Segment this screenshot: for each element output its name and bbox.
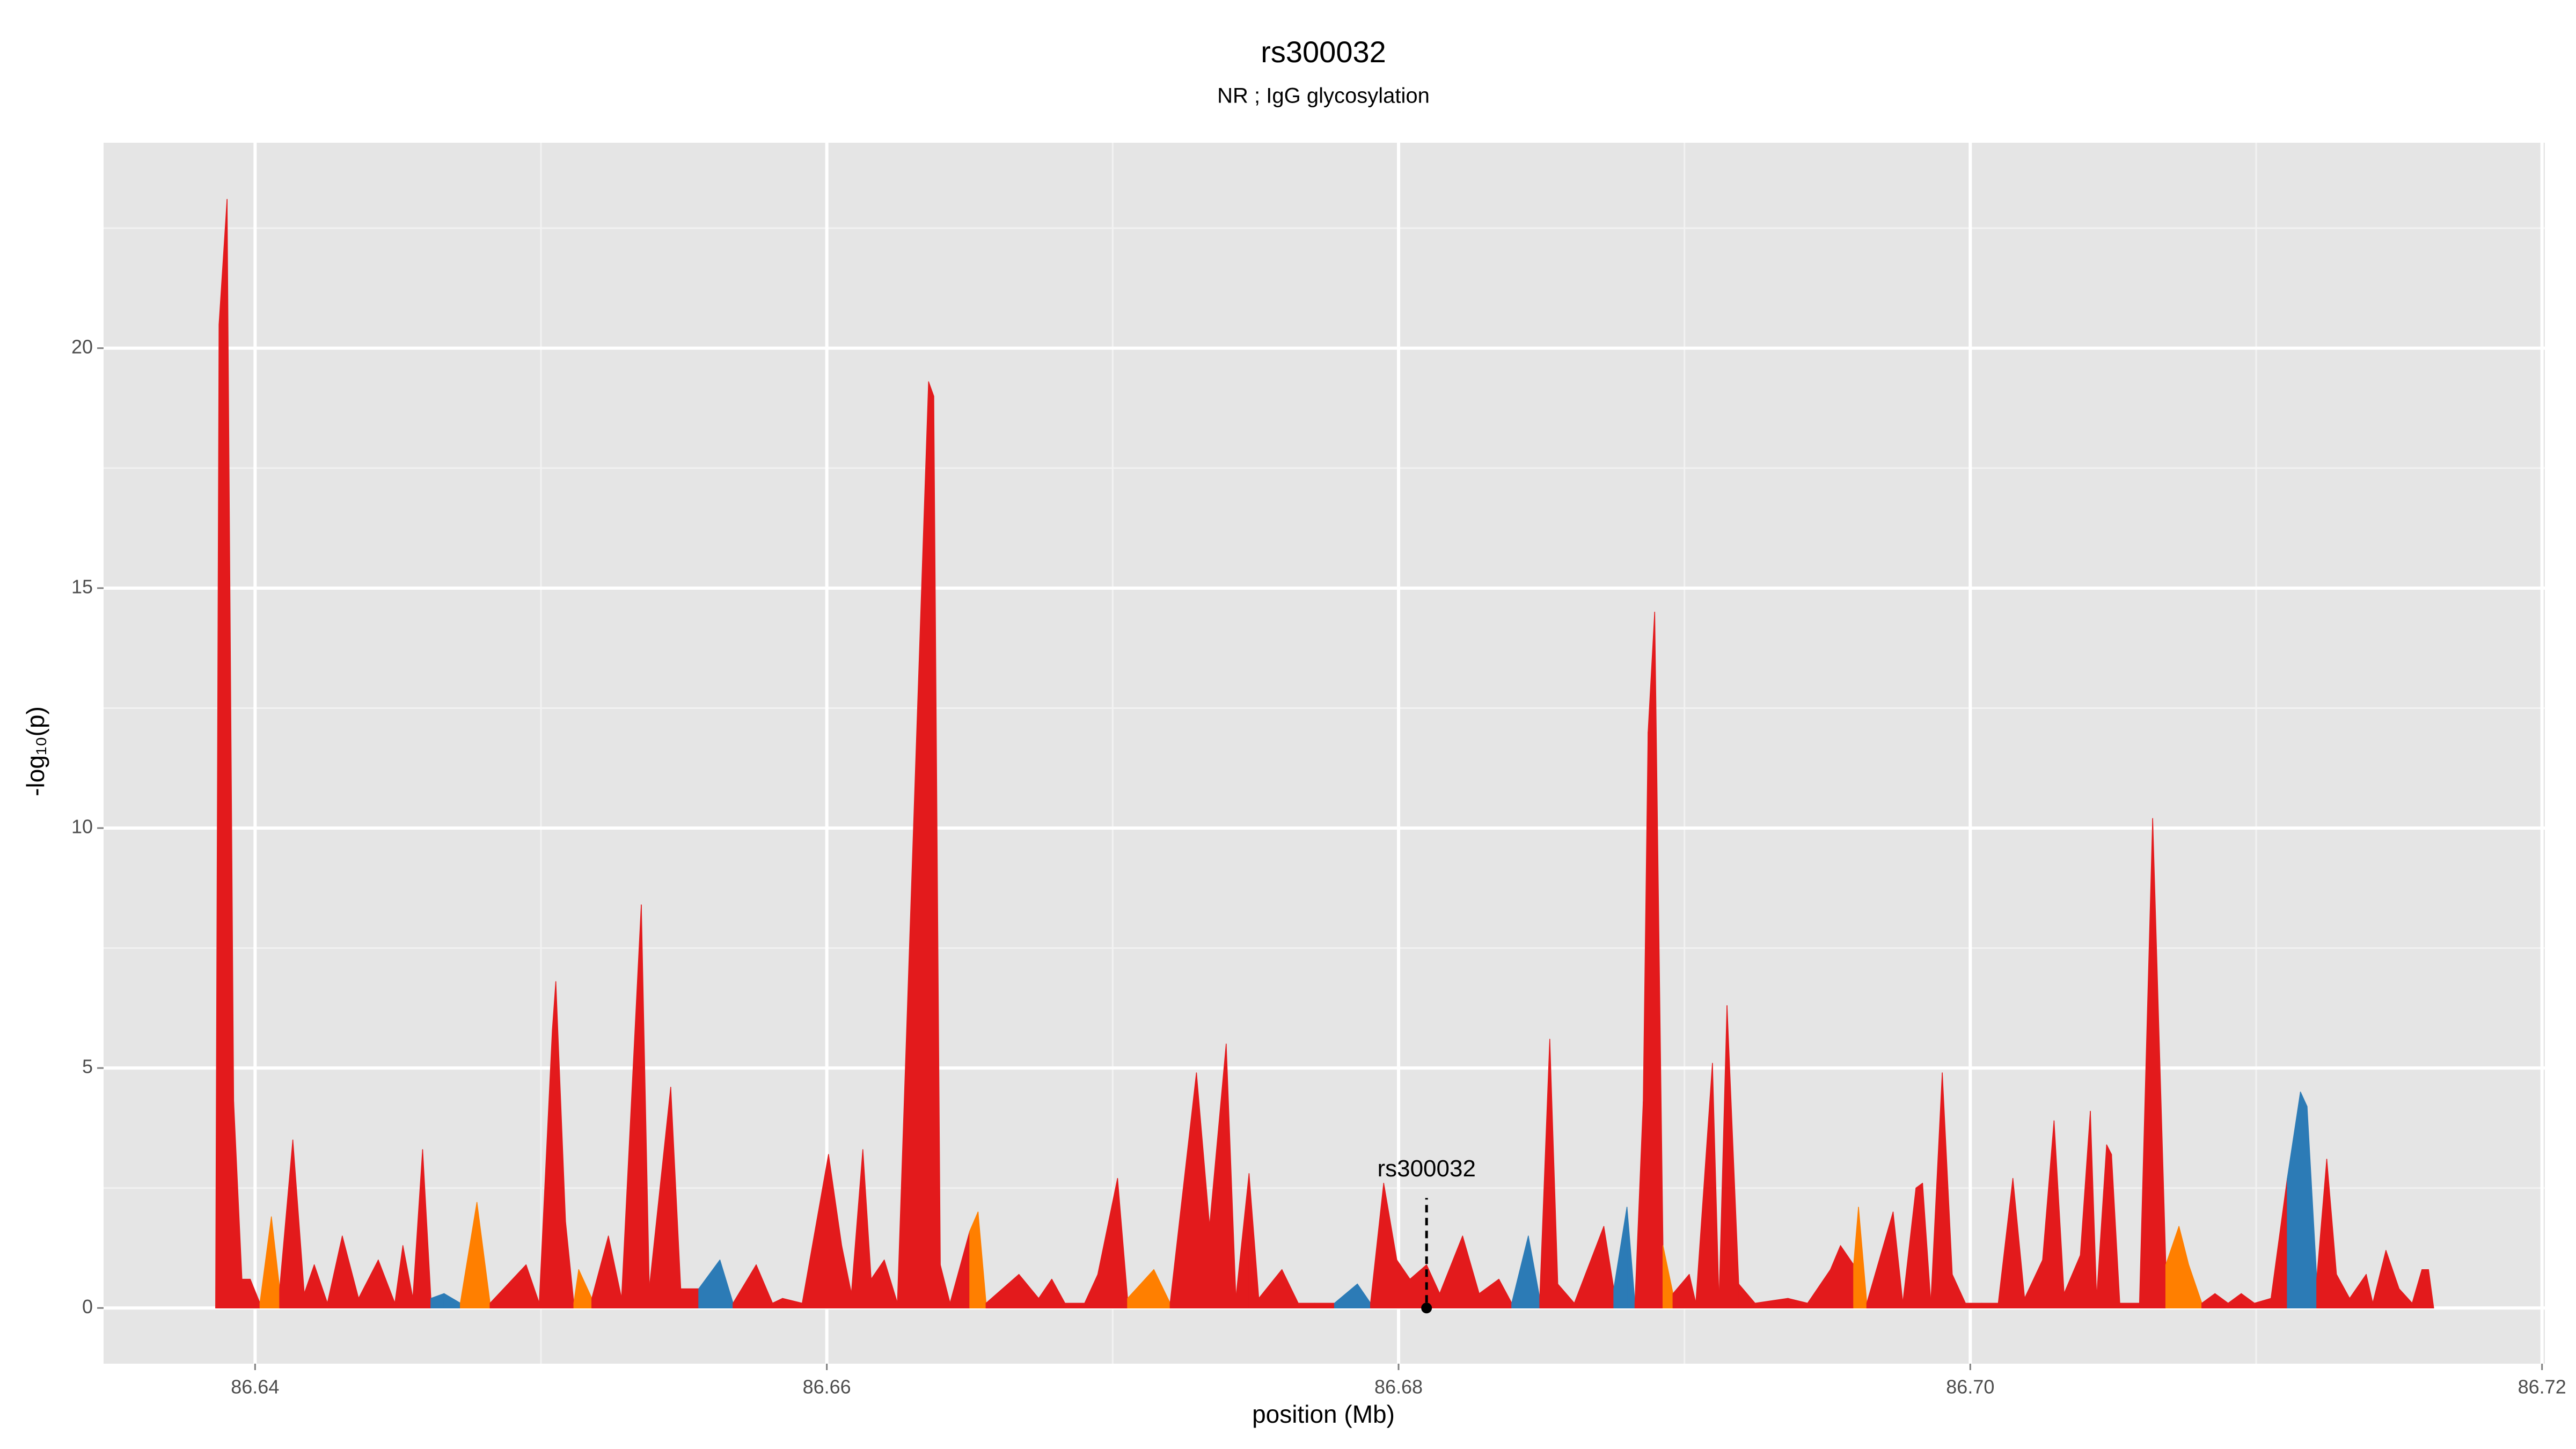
area-segment [1648, 611, 1656, 1309]
area-segment [2119, 1302, 2140, 1309]
y-tick-label: 15 [71, 575, 93, 597]
area-segment [2428, 1269, 2434, 1309]
area-segment [2106, 1144, 2112, 1309]
area-segment [1064, 1302, 1085, 1309]
x-tick-label: 86.72 [2518, 1376, 2566, 1398]
x-tick-label: 86.66 [803, 1376, 851, 1398]
y-axis-label: -log₁₀(p) [21, 706, 49, 796]
x-tick-label: 86.64 [231, 1376, 279, 1398]
area-segment [2300, 1092, 2308, 1309]
x-tick-label: 86.70 [1946, 1376, 1994, 1398]
x-axis-label: position (Mb) [1252, 1400, 1395, 1428]
area-segment [1298, 1302, 1315, 1309]
y-tick-label: 0 [82, 1296, 93, 1318]
area-segment [680, 1288, 699, 1309]
area-segment [1965, 1302, 1982, 1309]
area-segment [928, 381, 934, 1309]
x-tick-label: 86.68 [1374, 1376, 1423, 1398]
area-segment [2421, 1269, 2429, 1309]
y-tick-label: 5 [82, 1056, 93, 1078]
chart-subtitle: NR ; IgG glycosylation [1217, 84, 1430, 108]
y-tick-label: 20 [71, 335, 93, 357]
annotation-point [1421, 1302, 1432, 1314]
annotation-label: rs300032 [1377, 1155, 1475, 1182]
area-segment [552, 981, 557, 1309]
area-segment [1915, 1183, 1923, 1309]
area-segment [1981, 1302, 1999, 1309]
area-segment [1314, 1302, 1335, 1309]
area-segment [241, 1278, 251, 1309]
y-tick-label: 10 [71, 816, 93, 838]
plot-panel [104, 143, 2545, 1364]
area-segment [218, 199, 228, 1309]
chart-title: rs300032 [1261, 35, 1386, 69]
